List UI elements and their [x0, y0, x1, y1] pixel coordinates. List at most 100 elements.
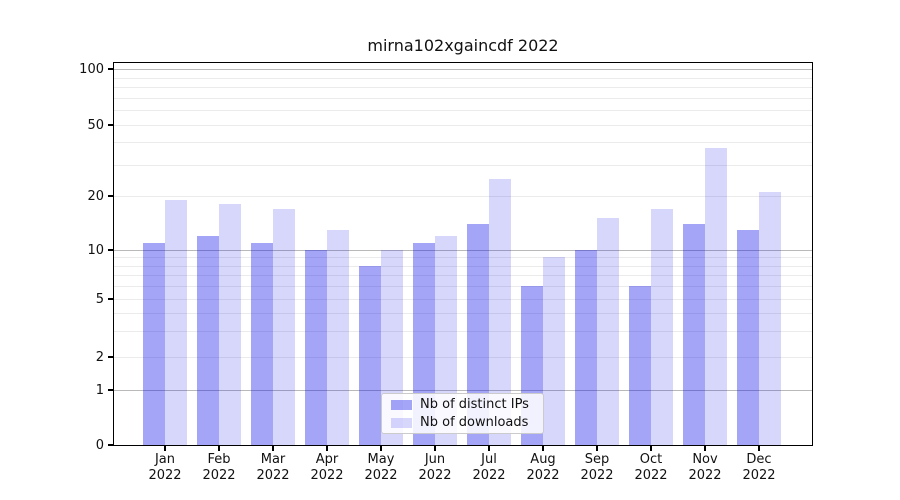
x-label-month: Oct — [639, 452, 663, 467]
x-label-month: Mar — [260, 452, 286, 467]
x-axis-label-dec: Dec 2022 — [729, 452, 789, 484]
bar-downloads-sep — [597, 218, 619, 445]
x-axis-tick-mar — [272, 446, 274, 451]
x-label-month: Aug — [530, 452, 556, 467]
y-axis-tick-1 — [108, 389, 113, 391]
gridline-major-10 — [114, 250, 812, 251]
chart-title: mirna102xgaincdf 2022 — [367, 36, 559, 55]
legend-entry-distinct-ips: Nb of distinct IPs — [391, 397, 543, 412]
gridline-minor-4 — [114, 313, 812, 315]
bar-ips-jan — [143, 242, 165, 445]
x-label-month: Dec — [746, 452, 772, 467]
bar-downloads-jun — [435, 235, 457, 445]
bar-downloads-aug — [543, 257, 565, 445]
x-label-month: Jul — [481, 452, 497, 467]
y-axis-tick-100 — [108, 68, 113, 70]
x-axis-label-oct: Oct 2022 — [621, 452, 681, 484]
gridline-minor-40 — [114, 142, 812, 144]
x-axis-label-jun: Jun 2022 — [405, 452, 465, 484]
bar-downloads-mar — [273, 208, 295, 445]
bar-downloads-nov — [705, 148, 727, 445]
x-label-year: 2022 — [364, 468, 398, 483]
y-axis-label-100: 100 — [79, 61, 104, 77]
x-axis-label-jul: Jul 2022 — [459, 452, 519, 484]
x-label-year: 2022 — [148, 468, 182, 483]
y-axis-label-50: 50 — [87, 117, 104, 133]
legend-label: Nb of distinct IPs — [420, 397, 529, 412]
x-label-year: 2022 — [472, 468, 506, 483]
x-axis-label-sep: Sep 2022 — [567, 452, 627, 484]
x-axis-label-mar: Mar 2022 — [243, 452, 303, 484]
bar-downloads-dec — [759, 192, 781, 445]
x-axis-tick-nov — [704, 446, 706, 451]
legend-entry-downloads: Nb of downloads — [391, 415, 543, 430]
x-axis-tick-jan — [164, 446, 166, 451]
bar-ips-mar — [251, 242, 273, 445]
y-axis-label-2: 2 — [95, 349, 104, 365]
gridline-minor-50 — [114, 125, 812, 126]
bar-downloads-feb — [219, 204, 241, 445]
x-label-year: 2022 — [634, 468, 668, 483]
x-axis-label-nov: Nov 2022 — [675, 452, 735, 484]
gridline-major-100 — [114, 69, 812, 70]
y-axis-label-1: 1 — [95, 382, 104, 398]
y-axis-tick-0 — [108, 444, 113, 446]
x-label-month: Sep — [584, 452, 610, 467]
x-axis-tick-sep — [596, 446, 598, 451]
x-axis-label-may: May 2022 — [351, 452, 411, 484]
x-label-month: Jan — [154, 452, 176, 467]
x-label-month: Apr — [315, 452, 339, 467]
x-axis-tick-aug — [542, 446, 544, 451]
gridline-minor-6 — [114, 286, 812, 288]
y-axis-tick-50 — [108, 124, 113, 126]
x-label-month: May — [367, 452, 395, 467]
x-label-year: 2022 — [310, 468, 344, 483]
gridline-minor-5 — [114, 299, 812, 300]
x-label-month: Feb — [207, 452, 231, 467]
legend-label: Nb of downloads — [420, 415, 529, 430]
bar-downloads-jul — [489, 178, 511, 445]
y-axis-tick-2 — [108, 356, 113, 358]
x-label-month: Jun — [424, 452, 446, 467]
x-axis-tick-jun — [434, 446, 436, 451]
bar-downloads-jan — [165, 199, 187, 445]
gridline-minor-80 — [114, 87, 812, 89]
y-axis-label-10: 10 — [87, 242, 104, 258]
gridline-minor-9 — [114, 257, 812, 259]
gridline-minor-30 — [114, 164, 812, 166]
x-label-year: 2022 — [688, 468, 722, 483]
y-axis-label-20: 20 — [87, 188, 104, 204]
x-axis-tick-jul — [488, 446, 490, 451]
legend-swatch-downloads — [391, 417, 412, 428]
gridline-minor-60 — [114, 110, 812, 112]
x-axis-tick-feb — [218, 446, 220, 451]
bar-ips-dec — [737, 229, 759, 445]
gridline-minor-8 — [114, 265, 812, 267]
bar-ips-may — [359, 265, 381, 445]
legend: Nb of distinct IPs Nb of downloads — [381, 393, 544, 434]
x-axis-tick-apr — [326, 446, 328, 451]
x-label-year: 2022 — [742, 468, 776, 483]
gridline-minor-70 — [114, 97, 812, 99]
bar-ips-jul — [467, 223, 489, 445]
x-axis-label-feb: Feb 2022 — [189, 452, 249, 484]
x-axis-tick-dec — [758, 446, 760, 451]
x-axis-label-aug: Aug 2022 — [513, 452, 573, 484]
x-label-year: 2022 — [418, 468, 452, 483]
y-axis-label-0: 0 — [95, 437, 104, 453]
y-axis-tick-10 — [108, 249, 113, 251]
x-axis-tick-oct — [650, 446, 652, 451]
gridline-minor-20 — [114, 196, 812, 197]
gridline-minor-3 — [114, 331, 812, 333]
bar-ips-apr — [305, 250, 327, 445]
x-axis-tick-may — [380, 446, 382, 451]
gridline-minor-7 — [114, 275, 812, 277]
x-axis-label-jan: Jan 2022 — [135, 452, 195, 484]
x-axis-label-apr: Apr 2022 — [297, 452, 357, 484]
bar-ips-nov — [683, 223, 705, 445]
bar-downloads-oct — [651, 208, 673, 445]
bar-ips-sep — [575, 250, 597, 445]
x-label-year: 2022 — [202, 468, 236, 483]
y-axis-tick-5 — [108, 298, 113, 300]
